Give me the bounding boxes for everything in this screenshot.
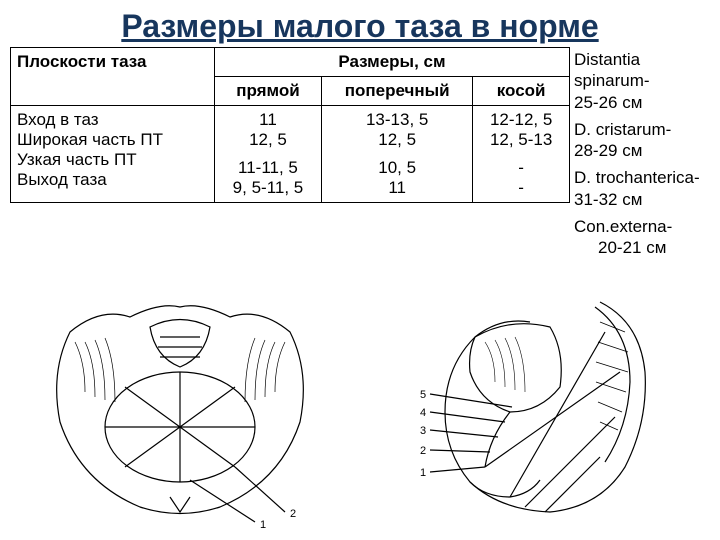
col-kosoy: косой xyxy=(473,77,570,106)
side-item: Distantia spinarum- 25-26 см xyxy=(574,49,710,113)
anatomical-figures: 2 1 xyxy=(0,272,720,532)
cell: 11 xyxy=(328,178,466,198)
side-line: 20-21 см xyxy=(574,237,710,258)
col3-cell: 12-12, 5 12, 5-13 - - xyxy=(473,106,570,203)
table-header-row-1: Плоскости таза Размеры, см xyxy=(11,48,570,77)
cell: 12, 5 xyxy=(221,130,315,150)
row-label: Выход таза xyxy=(17,170,208,190)
col-poperechny: поперечный xyxy=(322,77,473,106)
side-line: D. trochanterica- xyxy=(574,167,710,188)
row-labels-cell: Вход в таз Широкая часть ПТ Узкая часть … xyxy=(11,106,215,203)
cell: - xyxy=(479,158,563,178)
col-planes: Плоскости таза xyxy=(11,48,215,106)
cell: 11-11, 5 xyxy=(221,158,315,178)
side-line: 28-29 см xyxy=(574,140,710,161)
svg-text:2: 2 xyxy=(420,445,426,457)
side-measurements: Distantia spinarum- 25-26 см D. cristaru… xyxy=(574,47,710,264)
svg-text:2: 2 xyxy=(290,508,296,520)
svg-text:3: 3 xyxy=(420,425,426,437)
table-container: Плоскости таза Размеры, см прямой попере… xyxy=(10,47,570,264)
page-title: Размеры малого таза в норме xyxy=(0,0,720,47)
pelvis-front-svg: 2 1 xyxy=(30,272,330,532)
side-line: 31-32 см xyxy=(574,189,710,210)
side-item: Con.externa- 20-21 см xyxy=(574,216,710,259)
side-line: 25-26 см xyxy=(574,92,710,113)
side-item: D. cristarum- 28-29 см xyxy=(574,119,710,162)
cell: 9, 5-11, 5 xyxy=(221,178,315,198)
cell: 12-12, 5 xyxy=(479,110,563,130)
cell: - xyxy=(479,178,563,198)
dimensions-table: Плоскости таза Размеры, см прямой попере… xyxy=(10,47,570,203)
col2-cell: 13-13, 5 12, 5 10, 5 11 xyxy=(322,106,473,203)
content-row: Плоскости таза Размеры, см прямой попере… xyxy=(0,47,720,264)
svg-text:4: 4 xyxy=(420,407,426,419)
cell: 10, 5 xyxy=(328,158,466,178)
row-label: Вход в таз xyxy=(17,110,208,130)
cell: 11 xyxy=(221,110,315,130)
cell: 12, 5 xyxy=(328,130,466,150)
col-pryamoy: прямой xyxy=(214,77,321,106)
side-item: D. trochanterica- 31-32 см xyxy=(574,167,710,210)
cell: 12, 5-13 xyxy=(479,130,563,150)
pelvis-figure-front: 2 1 xyxy=(30,272,330,532)
row-label: Узкая часть ПТ xyxy=(17,150,208,170)
table-row: Вход в таз Широкая часть ПТ Узкая часть … xyxy=(11,106,570,203)
svg-text:1: 1 xyxy=(260,519,266,531)
side-line: Distantia xyxy=(574,49,710,70)
svg-text:1: 1 xyxy=(420,467,426,479)
side-line: D. cristarum- xyxy=(574,119,710,140)
col-sizes-group: Размеры, см xyxy=(214,48,569,77)
svg-text:5: 5 xyxy=(420,389,426,401)
pelvis-figure-side: 1 2 3 4 5 xyxy=(390,272,690,532)
side-line: Con.externa- xyxy=(574,216,710,237)
pelvis-side-svg: 1 2 3 4 5 xyxy=(390,272,690,532)
col1-cell: 11 12, 5 11-11, 5 9, 5-11, 5 xyxy=(214,106,321,203)
row-label: Широкая часть ПТ xyxy=(17,130,208,150)
side-line: spinarum- xyxy=(574,70,710,91)
cell: 13-13, 5 xyxy=(328,110,466,130)
